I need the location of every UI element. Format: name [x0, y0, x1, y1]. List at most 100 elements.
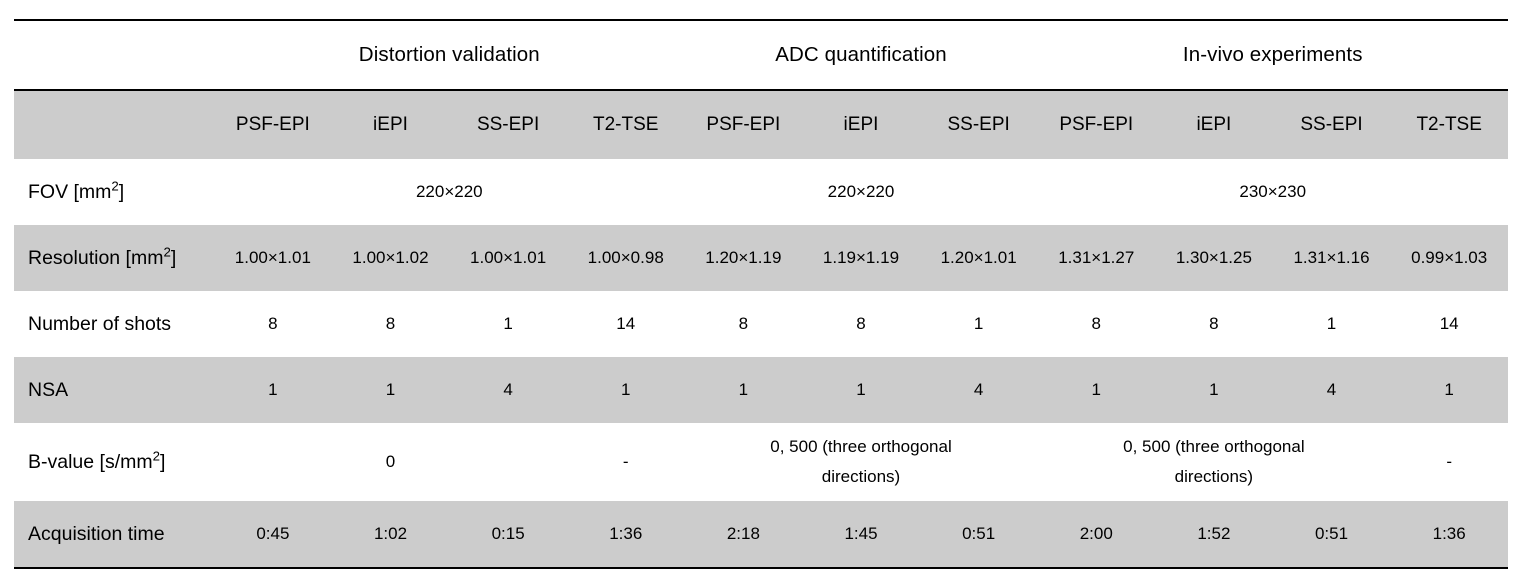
table-cell: 8	[1037, 291, 1156, 357]
column-group-header: ADC quantification	[684, 19, 1038, 90]
table-cell: 1.19×1.19	[802, 225, 920, 291]
row-label-text: Resolution [mm	[28, 246, 164, 269]
row-label-tail: ]	[170, 246, 177, 269]
table-row: Resolution [mm2] 1.00×1.01 1.00×1.02 1.00×1…	[14, 225, 1508, 291]
table-cell: 8	[214, 291, 332, 357]
row-label-superscript: 2	[163, 244, 171, 259]
table-cell: -	[566, 423, 685, 501]
row-label: Acquisition time	[14, 501, 215, 569]
table-cell: -	[1390, 423, 1508, 501]
column-header-row: PSF-EPI iEPI SS-EPI T2-TSE PSF-EPI iEPI SS-EPI…	[14, 89, 1508, 159]
row-label: NSA	[14, 357, 215, 423]
table-cell: 8	[802, 291, 920, 357]
row-label: Resolution [mm2]	[14, 225, 215, 291]
column-header-iepi: iEPI	[802, 89, 920, 159]
table-cell: 230×230	[1037, 159, 1508, 225]
table-cell: 0, 500 (three orthogonal directions)	[1037, 423, 1391, 501]
column-header-t2-tse: T2-TSE	[1390, 89, 1508, 159]
table-head: Distortion validation ADC quantification I…	[14, 19, 1508, 159]
table-cell: 1	[1155, 357, 1273, 423]
table-cell: 0:51	[919, 501, 1038, 569]
table-row: B-value [s/mm2] 0-0, 500 (three orthogona…	[14, 423, 1508, 501]
table-cell: 1	[449, 291, 567, 357]
table-cell: 1.00×1.01	[214, 225, 332, 291]
column-group-header: In-vivo experiments	[1037, 19, 1508, 90]
cell-line-2: directions)	[821, 467, 901, 486]
table-cell: 1	[802, 357, 920, 423]
table-cell: 0.99×1.03	[1390, 225, 1508, 291]
row-label-text: Acquisition time	[28, 522, 165, 545]
row-label-tail: ]	[118, 180, 125, 203]
acquisition-parameters-table: Distortion validation ADC quantification I…	[14, 19, 1508, 569]
table-cell: 0:51	[1272, 501, 1391, 569]
column-group-header-row: Distortion validation ADC quantification I…	[14, 19, 1508, 90]
cell-line-1: 0, 500 (three orthogonal	[1123, 437, 1305, 457]
table-cell: 1	[566, 357, 685, 423]
row-label: B-value [s/mm2]	[14, 423, 215, 501]
table-cell: 4	[1272, 357, 1391, 423]
table-cell: 0:45	[214, 501, 332, 569]
column-header-ss-epi: SS-EPI	[1272, 89, 1391, 159]
table-cell: 1.00×1.02	[331, 225, 450, 291]
column-header-ss-epi: SS-EPI	[449, 89, 567, 159]
column-header-iepi: iEPI	[1155, 89, 1273, 159]
table-cell: 1.20×1.01	[919, 225, 1038, 291]
column-header-psf-epi: PSF-EPI	[214, 89, 332, 159]
table-cell: 0	[214, 423, 567, 501]
table-cell: 1	[684, 357, 803, 423]
table-body: FOV [mm2] 220×220 220×220 230×230 Resolution…	[14, 159, 1508, 569]
column-header-corner-cell	[14, 89, 215, 159]
table-cell: 1:36	[1390, 501, 1508, 569]
column-group-header: Distortion validation	[214, 19, 685, 90]
table-row: FOV [mm2] 220×220 220×220 230×230	[14, 159, 1508, 225]
row-label-text: B-value [s/mm	[28, 450, 153, 473]
table-row: Number of shots 8 8 1 14 8 8 1 8 8 1 14	[14, 291, 1508, 357]
table-cell: 1	[1272, 291, 1391, 357]
table-cell: 220×220	[214, 159, 685, 225]
row-label: Number of shots	[14, 291, 215, 357]
table-cell: 8	[1155, 291, 1273, 357]
table-cell: 1:45	[802, 501, 920, 569]
column-header-psf-epi: PSF-EPI	[684, 89, 803, 159]
row-label-text: FOV [mm	[28, 180, 112, 203]
table-cell: 4	[919, 357, 1038, 423]
table-cell: 0, 500 (three orthogonal directions)	[684, 423, 1038, 501]
row-label-text: Number of shots	[28, 312, 172, 335]
table-cell: 14	[566, 291, 685, 357]
table-cell: 8	[684, 291, 803, 357]
table-cell: 1.30×1.25	[1155, 225, 1273, 291]
table-cell: 1	[1037, 357, 1156, 423]
table-cell: 2:18	[684, 501, 803, 569]
table-cell: 0:15	[449, 501, 567, 569]
table-cell: 1	[1390, 357, 1508, 423]
table-cell: 8	[331, 291, 450, 357]
row-label: FOV [mm2]	[14, 159, 215, 225]
table-row: Acquisition time 0:45 1:02 0:15 1:36 2:18 1:45…	[14, 501, 1508, 569]
column-header-ss-epi: SS-EPI	[919, 89, 1038, 159]
column-header-t2-tse: T2-TSE	[566, 89, 685, 159]
table-cell: 1.00×0.98	[566, 225, 685, 291]
table-cell: 1:02	[331, 501, 450, 569]
table-row: NSA 1 1 4 1 1 1 4 1 1 4 1	[14, 357, 1508, 423]
table-cell: 1.20×1.19	[684, 225, 803, 291]
table-cell: 1.31×1.27	[1037, 225, 1156, 291]
row-label-superscript: 2	[111, 178, 119, 193]
table-cell: 4	[449, 357, 567, 423]
cell-line-1: 0, 500 (three orthogonal	[770, 437, 952, 457]
row-label-text: NSA	[28, 378, 69, 401]
table-cell: 1	[214, 357, 332, 423]
table-cell: 1	[919, 291, 1038, 357]
table-cell: 220×220	[684, 159, 1038, 225]
cell-line-2: directions)	[1174, 467, 1254, 486]
table-cell: 2:00	[1037, 501, 1156, 569]
column-header-psf-epi: PSF-EPI	[1037, 89, 1156, 159]
table-cell: 1:52	[1155, 501, 1273, 569]
group-header-corner-cell	[14, 19, 215, 90]
table-cell: 1.00×1.01	[449, 225, 567, 291]
table-cell: 14	[1390, 291, 1508, 357]
table-cell: 1:36	[566, 501, 685, 569]
column-header-iepi: iEPI	[331, 89, 450, 159]
row-label-superscript: 2	[152, 448, 160, 463]
table-cell: 1.31×1.16	[1272, 225, 1391, 291]
